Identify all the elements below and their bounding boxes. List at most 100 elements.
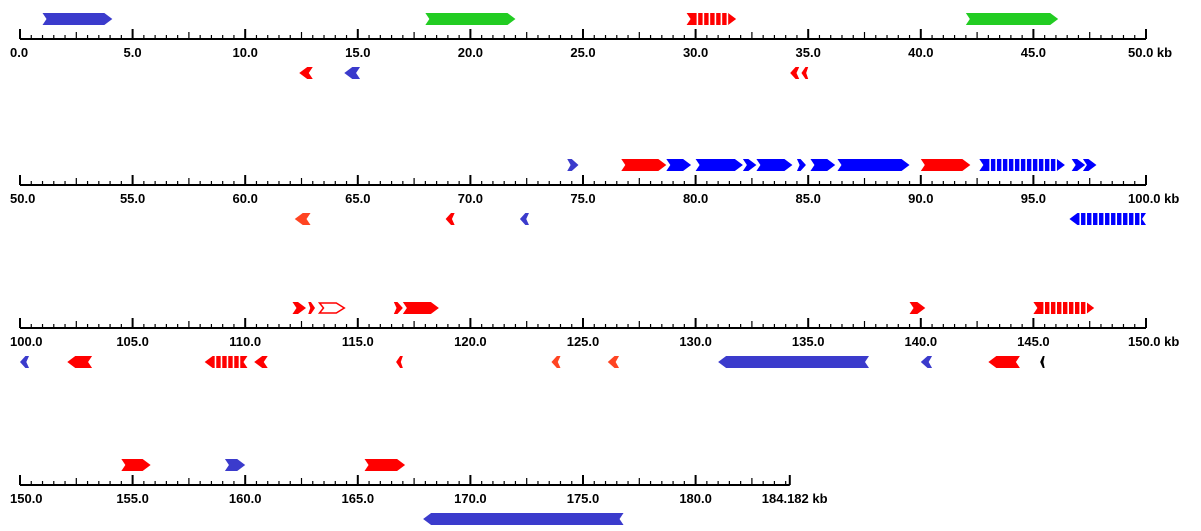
ruler-label: 75.0 xyxy=(570,191,595,206)
gene-forward[interactable] xyxy=(1082,159,1097,171)
gene-forward[interactable] xyxy=(224,459,246,471)
gene-segment-gap xyxy=(238,355,241,369)
gene-segment-gap xyxy=(1025,158,1027,172)
gene-forward[interactable] xyxy=(979,159,1065,171)
ruler-label: 25.0 xyxy=(570,45,595,60)
gene-forward[interactable] xyxy=(810,159,836,171)
ruler-label: 175.0 xyxy=(567,491,600,506)
gene-forward[interactable] xyxy=(695,159,743,171)
gene-forward[interactable] xyxy=(837,159,910,171)
ruler-label: 10.0 xyxy=(233,45,258,60)
gene-segment-gap xyxy=(1085,212,1088,226)
gene-reverse[interactable] xyxy=(519,213,529,225)
gene-forward[interactable] xyxy=(796,159,806,171)
gene-reverse[interactable] xyxy=(344,67,361,79)
gene-reverse[interactable] xyxy=(299,67,313,79)
gene-forward[interactable] xyxy=(965,13,1059,25)
gene-reverse[interactable] xyxy=(551,356,561,368)
ruler-label: 95.0 xyxy=(1021,191,1046,206)
gene-forward[interactable] xyxy=(567,159,579,171)
gene-forward[interactable] xyxy=(909,302,926,314)
gene-forward[interactable] xyxy=(393,302,403,314)
gene-reverse[interactable] xyxy=(445,213,455,225)
ruler-label: 130.0 xyxy=(679,334,712,349)
gene-segment-gap xyxy=(1037,158,1039,172)
ruler-label: 60.0 xyxy=(233,191,258,206)
gene-forward[interactable] xyxy=(402,302,439,314)
gene-forward[interactable] xyxy=(364,459,406,471)
gene-reverse[interactable] xyxy=(204,356,248,368)
ruler-label: 184.182 kb xyxy=(762,491,828,506)
gene-reverse[interactable] xyxy=(790,67,800,79)
gene-segment-gap xyxy=(1097,212,1100,226)
ruler-label: 90.0 xyxy=(908,191,933,206)
gene-reverse[interactable] xyxy=(988,356,1020,368)
gene-reverse[interactable] xyxy=(423,513,624,525)
gene-forward[interactable] xyxy=(686,13,737,25)
gene-segment-gap xyxy=(708,12,711,26)
ruler-label: 160.0 xyxy=(229,491,262,506)
ruler-label: 5.0 xyxy=(124,45,142,60)
ruler-label: 180.0 xyxy=(679,491,712,506)
gene-forward[interactable] xyxy=(742,159,757,171)
gene-reverse[interactable] xyxy=(20,356,30,368)
gene-segment-gap xyxy=(220,355,223,369)
gene-segment-gap xyxy=(1061,301,1063,315)
ruler-label: 125.0 xyxy=(567,334,600,349)
gene-reverse[interactable] xyxy=(294,213,311,225)
ruler-label: 135.0 xyxy=(792,334,825,349)
ruler-label: 150.0 kb xyxy=(1128,334,1179,349)
ruler-label: 15.0 xyxy=(345,45,370,60)
track-1: 0.0 5.0 10.0 15.0 20.0 25.0 30.0 35.0 40.0 45.0 50… xyxy=(10,12,1172,79)
gene-reverse[interactable] xyxy=(67,356,93,368)
ruler-label: 155.0 xyxy=(116,491,149,506)
gene-segment-gap xyxy=(1115,212,1118,226)
gene-segment-gap xyxy=(989,158,991,172)
track-4: 150.0 155.0 160.0 165.0 170.0 175.0 180.0 184.1… xyxy=(10,459,828,525)
gene-segment-gap xyxy=(1007,158,1009,172)
gene-segment-gap xyxy=(1031,158,1033,172)
gene-forward[interactable] xyxy=(121,459,151,471)
gene-forward[interactable] xyxy=(292,302,307,314)
gene-segment-gap xyxy=(1013,158,1015,172)
gene-forward[interactable] xyxy=(425,13,516,25)
gene-segment-gap xyxy=(1121,212,1124,226)
gene-reverse[interactable] xyxy=(801,67,809,79)
gene-reverse[interactable] xyxy=(920,356,933,368)
gene-segment-gap xyxy=(1073,301,1075,315)
gene-forward[interactable] xyxy=(1033,302,1095,314)
ruler-label: 150.0 xyxy=(10,491,43,506)
gene-segment-gap xyxy=(232,355,235,369)
track-2: 50.0 55.0 60.0 65.0 70.0 75.0 80.0 85.0 90.0 95.0… xyxy=(10,158,1179,226)
gene-forward[interactable] xyxy=(756,159,793,171)
gene-reverse[interactable] xyxy=(607,356,620,368)
gene-reverse[interactable] xyxy=(254,356,268,368)
gene-reverse[interactable] xyxy=(718,356,870,368)
gene-segment-gap xyxy=(1091,212,1094,226)
gene-reverse[interactable] xyxy=(396,356,403,368)
ruler-label: 170.0 xyxy=(454,491,487,506)
ruler-label: 70.0 xyxy=(458,191,483,206)
gene-forward[interactable] xyxy=(308,302,316,314)
gene-segment-gap xyxy=(1001,158,1003,172)
gene-forward[interactable] xyxy=(920,159,971,171)
gene-segment-gap xyxy=(1085,301,1087,315)
gene-segment-gap xyxy=(1109,212,1112,226)
ruler-label: 165.0 xyxy=(342,491,375,506)
ruler-label: 35.0 xyxy=(796,45,821,60)
gene-segment-gap xyxy=(720,12,723,26)
gene-forward[interactable] xyxy=(666,159,692,171)
gene-forward[interactable] xyxy=(42,13,113,25)
track-3: 100.0 105.0 110.0 115.0 120.0 125.0 130.0 135.0… xyxy=(10,301,1179,369)
gene-forward[interactable] xyxy=(1071,159,1086,171)
gene-reverse[interactable] xyxy=(1040,356,1045,368)
ruler-label: 55.0 xyxy=(120,191,145,206)
ruler-label: 30.0 xyxy=(683,45,708,60)
gene-segment-gap xyxy=(702,12,705,26)
gene-segment-gap xyxy=(1043,301,1045,315)
ruler-label: 105.0 xyxy=(116,334,149,349)
gene-forward[interactable] xyxy=(317,302,346,314)
gene-forward[interactable] xyxy=(621,159,667,171)
gene-reverse[interactable] xyxy=(1069,213,1146,225)
